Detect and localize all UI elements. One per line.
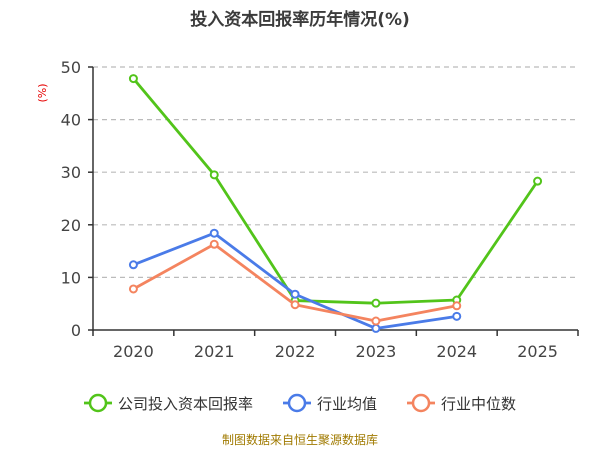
legend-label: 行业中位数 xyxy=(441,395,516,413)
y-tick-label: 10 xyxy=(61,268,81,287)
legend-label: 公司投入资本回报率 xyxy=(118,395,253,413)
series-group xyxy=(128,239,462,326)
y-tick-label: 40 xyxy=(61,111,81,130)
series-group xyxy=(128,228,462,333)
data-point xyxy=(128,74,138,84)
x-tick-label: 2020 xyxy=(113,342,154,361)
data-point xyxy=(371,323,381,333)
legend-swatch-marker xyxy=(287,393,307,413)
x-tick-label: 2022 xyxy=(275,342,316,361)
legend-item: 行业均值 xyxy=(283,393,377,413)
data-point xyxy=(290,289,300,299)
x-tick-label: 2025 xyxy=(517,342,558,361)
series-group xyxy=(128,74,543,308)
y-axis-label: (%) xyxy=(36,83,49,102)
data-point xyxy=(533,176,543,186)
series-lines xyxy=(128,74,543,333)
grid-lines xyxy=(93,66,578,278)
legend-item: 公司投入资本回报率 xyxy=(84,393,253,413)
data-point xyxy=(371,316,381,326)
data-point xyxy=(371,298,381,308)
series-line xyxy=(132,77,539,305)
axes: 0 10 20 30 40 50 2020 2021 2022 2023 2024 2025 xyxy=(61,58,579,361)
data-point xyxy=(452,301,462,311)
legend-swatch-marker xyxy=(411,393,431,413)
y-tick-label: 0 xyxy=(71,321,81,340)
y-tick-label: 30 xyxy=(61,163,81,182)
x-tick-label: 2023 xyxy=(356,342,397,361)
data-point xyxy=(128,284,138,294)
legend-item: 行业中位数 xyxy=(407,393,516,413)
data-point xyxy=(209,239,219,249)
series-line xyxy=(132,242,459,323)
x-tick-label: 2021 xyxy=(194,342,235,361)
y-tick-label: 50 xyxy=(61,58,81,77)
data-point xyxy=(128,260,138,270)
data-point xyxy=(452,311,462,321)
chart-title: 投入资本回报率历年情况(%) xyxy=(190,9,410,30)
legend: 公司投入资本回报率 行业均值 行业中位数 xyxy=(84,393,516,413)
legend-swatch-marker xyxy=(88,393,108,413)
source-note: 制图数据来自恒生聚源数据库 xyxy=(222,432,378,447)
y-tick-label: 20 xyxy=(61,216,81,235)
data-point xyxy=(209,228,219,238)
data-point xyxy=(290,300,300,310)
legend-label: 行业均值 xyxy=(317,395,377,413)
x-tick-label: 2024 xyxy=(436,342,477,361)
data-point xyxy=(209,170,219,180)
